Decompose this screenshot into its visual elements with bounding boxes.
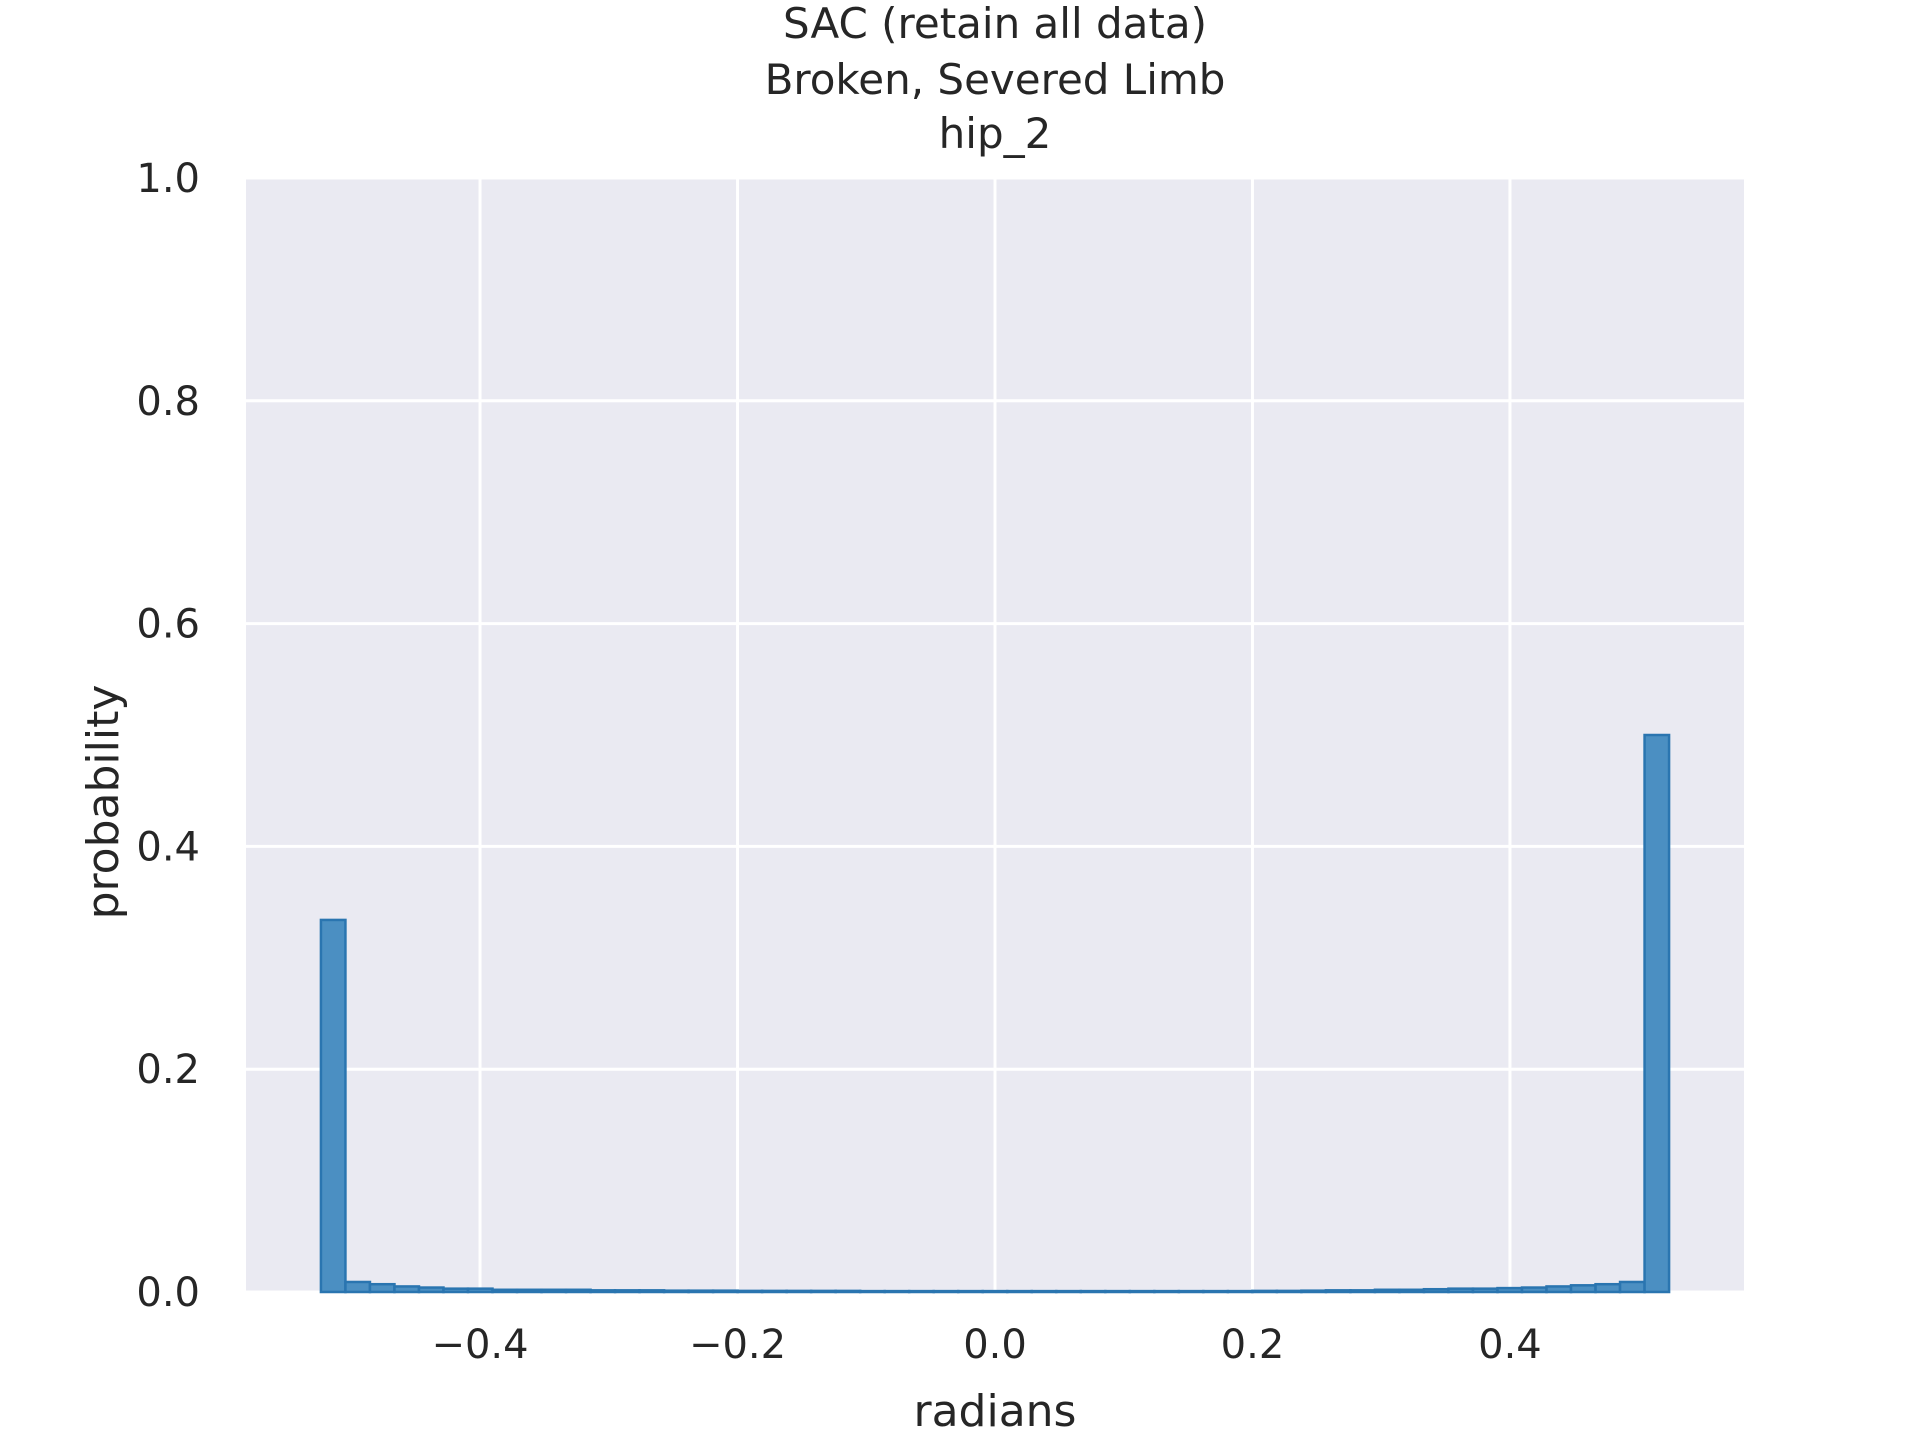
histogram-bar	[1177, 1289, 1205, 1294]
histogram-bar	[540, 1288, 568, 1294]
histogram-bar	[442, 1287, 470, 1294]
histogram-bar	[1594, 1282, 1622, 1294]
histogram-bar	[1373, 1288, 1401, 1294]
histogram-bar	[687, 1289, 715, 1294]
histogram-bar	[613, 1289, 641, 1294]
title-line-1: SAC (retain all data)	[783, 0, 1207, 48]
histogram-bar	[515, 1288, 543, 1294]
histogram-bars	[319, 733, 1671, 1294]
histogram-bar	[1569, 1284, 1597, 1294]
x-axis-ticks: −0.4 −0.2 0.0 0.2 0.4	[431, 1322, 1541, 1368]
histogram-bar	[785, 1289, 813, 1294]
histogram-bar	[1349, 1289, 1377, 1294]
histogram-bar	[662, 1289, 690, 1294]
chart-title: SAC (retain all data) Broken, Severed Li…	[765, 0, 1226, 158]
histogram-bar	[638, 1289, 666, 1294]
histogram-bar	[1496, 1286, 1524, 1294]
histogram-bar	[858, 1289, 886, 1294]
histogram-bar	[1128, 1289, 1156, 1294]
histogram-bar	[907, 1289, 935, 1294]
histogram-bar	[1226, 1289, 1254, 1294]
histogram-bar	[760, 1289, 788, 1294]
y-tick-label: 0.4	[136, 824, 200, 870]
histogram-bar	[1251, 1289, 1279, 1294]
histogram-bar	[1447, 1287, 1475, 1294]
title-line-3: hip_2	[939, 109, 1052, 158]
y-tick-label: 0.8	[136, 379, 200, 425]
histogram-bar	[1153, 1289, 1181, 1294]
x-tick-label: 0.4	[1478, 1322, 1542, 1368]
x-tick-label: −0.4	[431, 1322, 528, 1368]
histogram-bar	[1398, 1288, 1426, 1294]
histogram-bar	[1324, 1289, 1352, 1294]
histogram-bar	[1520, 1286, 1548, 1294]
histogram-bar	[1104, 1289, 1132, 1294]
histogram-bar	[1030, 1289, 1058, 1294]
histogram-bar	[1079, 1289, 1107, 1294]
histogram-bar	[1202, 1289, 1230, 1294]
x-tick-label: 0.0	[963, 1322, 1027, 1368]
histogram-bar	[736, 1289, 764, 1294]
x-axis-label: radians	[914, 1386, 1077, 1437]
y-tick-label: 0.6	[136, 602, 200, 648]
histogram-bar	[956, 1289, 984, 1294]
y-axis-ticks: 0.0 0.2 0.4 0.6 0.8 1.0	[136, 156, 200, 1316]
histogram-bar	[1545, 1285, 1573, 1294]
y-tick-label: 0.2	[136, 1047, 200, 1093]
histogram-bar	[491, 1288, 519, 1294]
histogram-bar	[932, 1289, 960, 1294]
histogram-bar	[809, 1289, 837, 1294]
histogram-bar	[1006, 1289, 1034, 1294]
histogram-bar	[564, 1288, 592, 1294]
histogram-bar	[368, 1282, 396, 1294]
x-tick-label: −0.2	[689, 1322, 786, 1368]
histogram-bar	[417, 1286, 445, 1294]
y-axis-label: probability	[78, 685, 129, 920]
histogram-bar	[1643, 733, 1671, 1294]
histogram-bar	[1618, 1280, 1646, 1294]
histogram-bar	[466, 1287, 494, 1294]
y-tick-label: 0.0	[136, 1270, 200, 1316]
histogram-bar	[1422, 1287, 1450, 1294]
grid-lines	[246, 176, 1744, 1294]
histogram-bar	[589, 1289, 617, 1294]
histogram-bar	[711, 1289, 739, 1294]
histogram-bar	[834, 1289, 862, 1294]
title-line-2: Broken, Severed Limb	[765, 55, 1226, 104]
histogram-bar	[1300, 1289, 1328, 1294]
histogram-bar	[319, 918, 347, 1294]
histogram-bar	[883, 1289, 911, 1294]
y-tick-label: 1.0	[136, 156, 200, 202]
histogram-bar	[981, 1289, 1009, 1294]
histogram-bar	[1275, 1289, 1303, 1294]
histogram-bar	[1055, 1289, 1083, 1294]
histogram-bar	[344, 1280, 372, 1294]
x-tick-label: 0.2	[1221, 1322, 1285, 1368]
histogram-bar	[1471, 1287, 1499, 1294]
histogram-bar	[393, 1285, 421, 1294]
